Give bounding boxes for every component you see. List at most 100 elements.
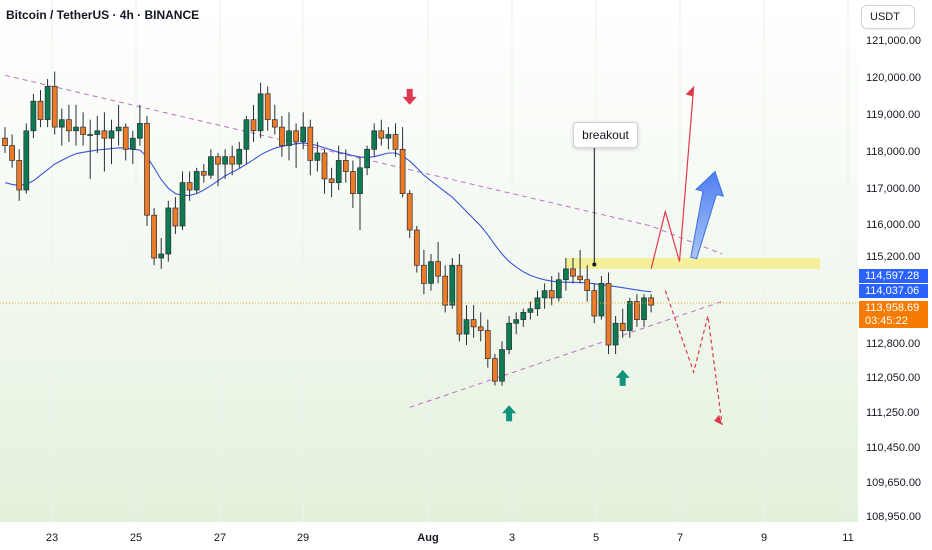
candle <box>598 276 605 320</box>
candle <box>456 254 463 342</box>
candle-body <box>406 193 413 231</box>
candle-body <box>563 268 569 281</box>
candle <box>612 316 619 355</box>
candle-body <box>605 283 612 346</box>
candle <box>385 127 392 150</box>
y-tick-label: 117,000.00 <box>866 183 921 195</box>
candle-body <box>200 171 207 176</box>
candle-body <box>541 290 548 299</box>
candle-body <box>648 297 654 306</box>
candle <box>399 127 406 198</box>
candle <box>16 149 23 201</box>
candle <box>271 104 278 135</box>
candle <box>172 197 179 234</box>
candle <box>250 104 257 142</box>
last-price-value: 113,958.69 <box>865 302 920 314</box>
candle-body <box>165 207 172 255</box>
candle <box>342 149 349 183</box>
bearish-projection-path <box>664 290 723 425</box>
candle <box>186 171 193 201</box>
candle-body <box>612 322 619 346</box>
candle <box>222 149 228 179</box>
candle <box>335 145 342 190</box>
candle <box>619 308 626 338</box>
candle <box>520 308 527 327</box>
candle-body <box>435 261 441 277</box>
candle-body <box>73 126 79 132</box>
y-tick-label: 120,000.00 <box>866 72 922 84</box>
candle <box>413 226 420 273</box>
candle-body <box>129 137 136 150</box>
candle <box>371 123 378 157</box>
candle-body <box>335 160 342 183</box>
candle <box>392 123 399 157</box>
candle <box>477 312 484 342</box>
x-tick-label: 3 <box>508 532 516 544</box>
candle-body <box>577 275 583 281</box>
candle-body <box>2 137 8 146</box>
candle-body <box>37 100 44 121</box>
candle-body <box>151 214 157 259</box>
y-tick-label: 121,000.00 <box>866 35 922 47</box>
breakout-annotation[interactable]: breakout <box>573 122 638 148</box>
candle <box>73 104 79 146</box>
candle <box>264 86 271 131</box>
candle <box>293 123 299 168</box>
candle-body <box>9 145 15 161</box>
candle-body <box>137 123 143 139</box>
x-tick-label: 11 <box>842 532 854 544</box>
sell-marker-arrow <box>402 88 417 105</box>
price-label-ma-slow: 114,597.28 <box>859 269 928 283</box>
ascending-trendline <box>409 301 723 408</box>
candle-body <box>293 130 299 143</box>
candle <box>570 258 576 284</box>
candle <box>37 90 44 128</box>
candle <box>499 341 505 386</box>
candle <box>158 238 165 269</box>
bearish-arrow-head <box>714 414 723 425</box>
symbol-title: Bitcoin / TetherUS · 4h · BINANCE <box>6 8 200 22</box>
candle <box>527 301 534 320</box>
candle <box>634 294 640 327</box>
candle-body <box>463 319 470 335</box>
candle <box>350 160 356 208</box>
candle <box>484 319 491 368</box>
candle-body <box>421 264 427 284</box>
price-label-ma-fast: 114,037.06 <box>859 284 928 298</box>
candle <box>321 149 328 194</box>
candle <box>151 208 157 266</box>
bullish-arrow-head <box>685 86 694 97</box>
candle <box>179 171 186 230</box>
candle <box>470 305 477 338</box>
candle-body <box>279 126 285 146</box>
candle <box>626 297 633 338</box>
candle <box>435 242 441 284</box>
candle-body <box>58 119 65 128</box>
candle <box>243 116 250 165</box>
candle-body <box>23 130 30 191</box>
candle-body <box>236 148 243 165</box>
currency-button[interactable]: USDT <box>861 5 915 29</box>
candle <box>328 167 335 198</box>
candle-body <box>357 167 363 194</box>
candle <box>449 258 456 309</box>
candle-body <box>399 148 406 194</box>
candle <box>563 258 569 291</box>
candle-body <box>456 264 463 335</box>
candle <box>378 119 385 146</box>
candle-body <box>413 229 420 266</box>
candle <box>23 123 30 194</box>
candle-body <box>342 160 349 172</box>
candle-body <box>307 126 314 161</box>
candle <box>513 312 520 335</box>
candle-body <box>499 349 505 382</box>
candle <box>406 190 413 238</box>
candle <box>357 156 363 230</box>
candle-body <box>250 119 257 132</box>
candle-body <box>243 119 250 150</box>
candle-body <box>449 264 456 306</box>
y-tick-label: 115,200.00 <box>866 251 921 263</box>
breakout-pointer-dot <box>592 262 597 267</box>
